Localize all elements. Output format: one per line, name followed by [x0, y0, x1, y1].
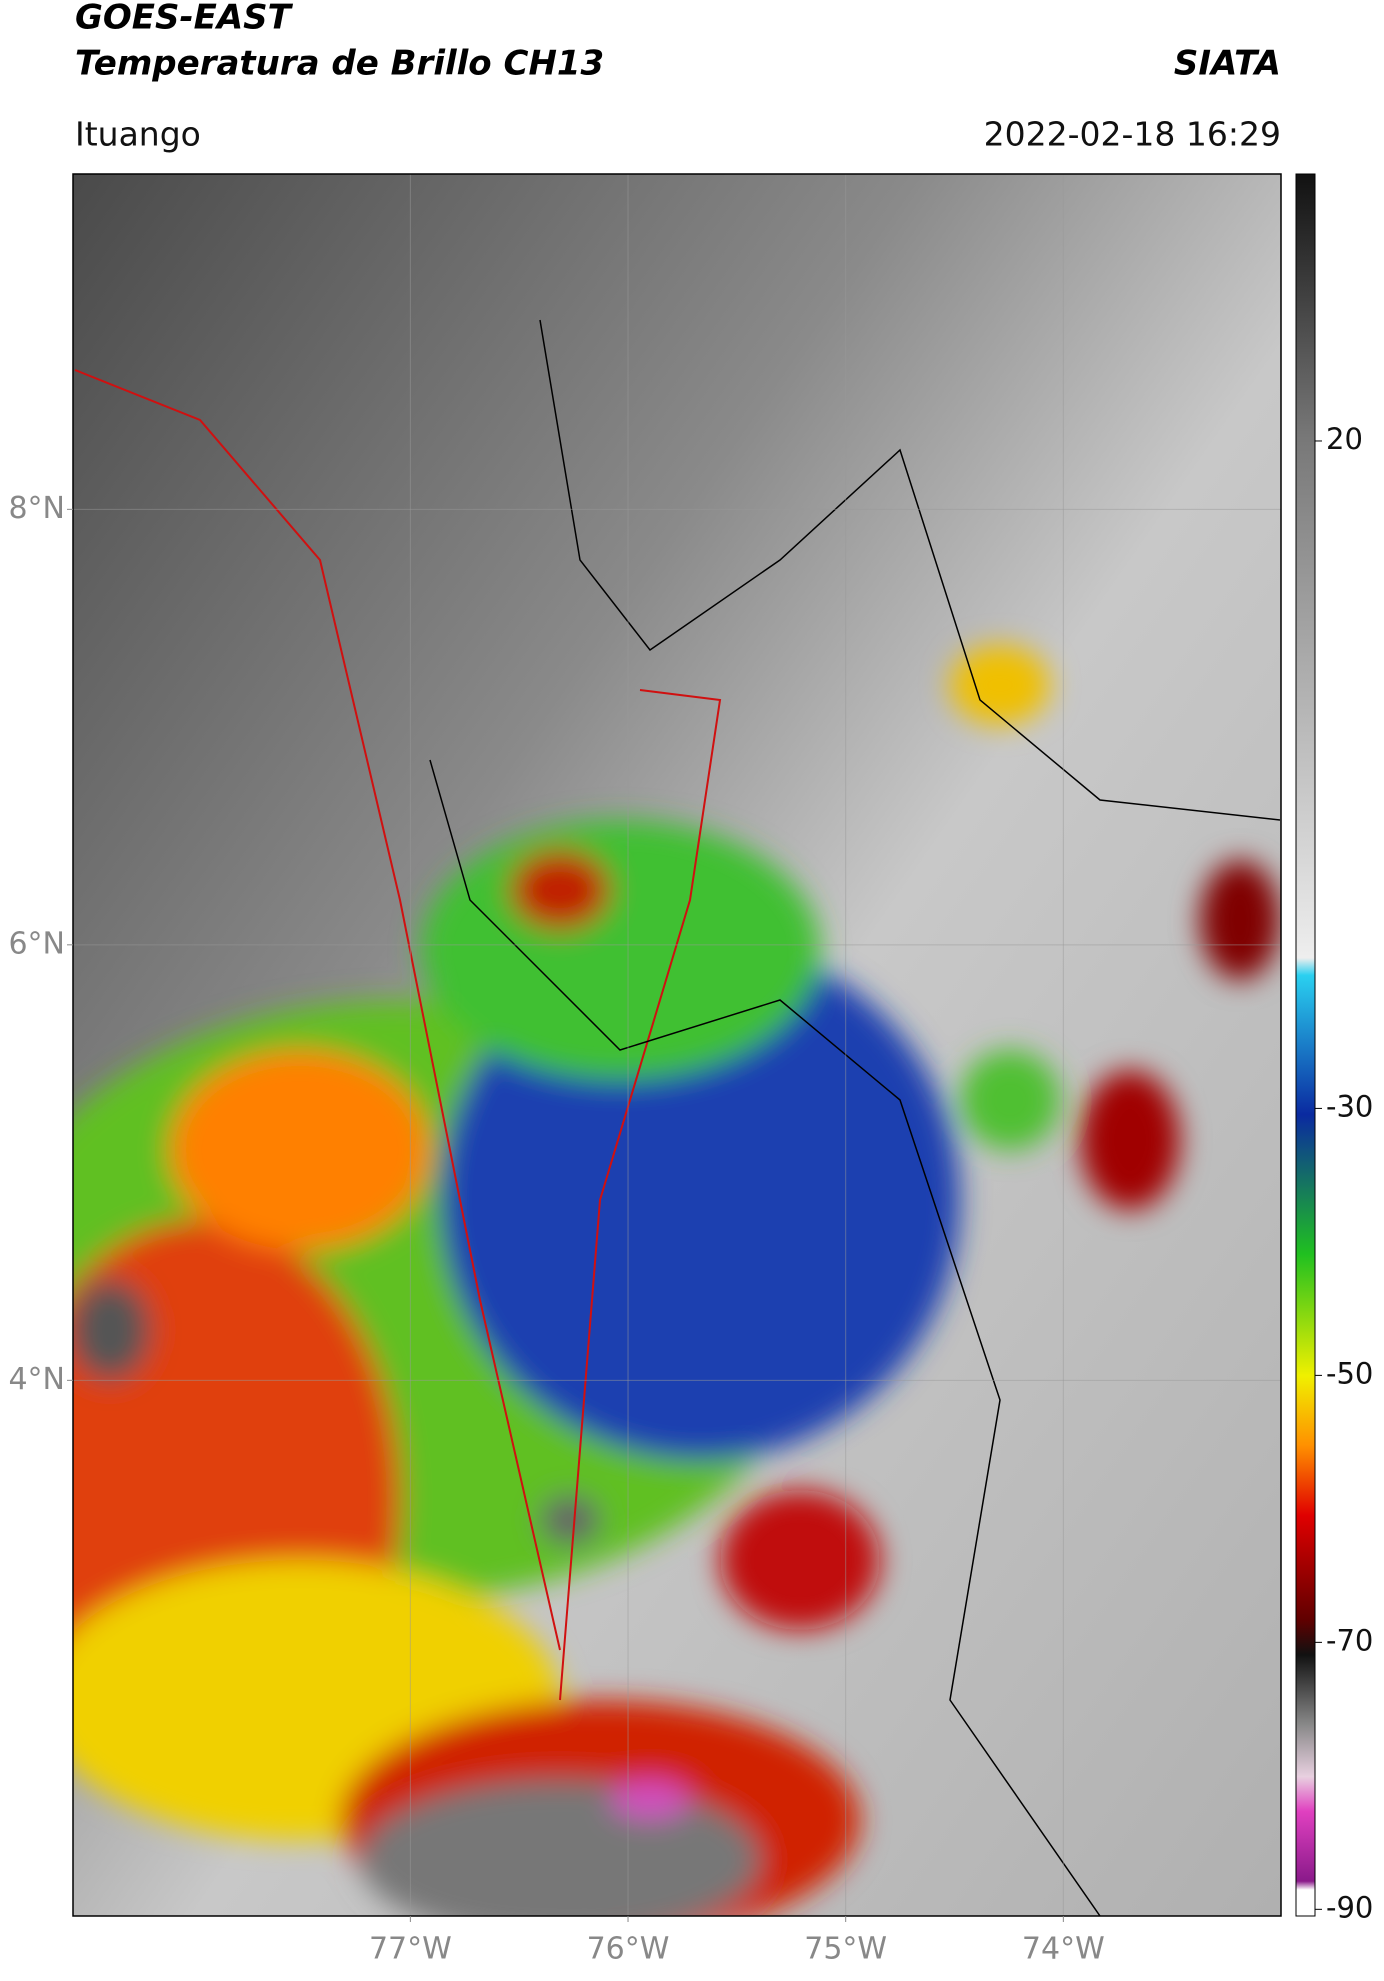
subtitle: Temperatura de Brillo CH13 [75, 44, 604, 84]
location: Ituango [75, 115, 201, 154]
colorbar-tick-label: -30 [1326, 1089, 1373, 1123]
y-tick-label: 6°N [8, 926, 65, 961]
x-tick-label: 75°W [804, 1932, 887, 1967]
colorbar [1295, 173, 1316, 1917]
graticule [73, 174, 1281, 1916]
satellite-image [73, 174, 1281, 1916]
colorbar-tick-label: -90 [1326, 1890, 1373, 1924]
colorbar-tick-label: -70 [1326, 1623, 1373, 1657]
x-tick-label: 77°W [369, 1932, 452, 1967]
timestamp: 2022-02-18 16:29 [984, 115, 1281, 154]
y-tick-label: 4°N [8, 1362, 65, 1397]
x-tick-label: 74°W [1022, 1932, 1105, 1967]
source: SIATA [1174, 44, 1281, 84]
colorbar-tick-label: 20 [1326, 422, 1363, 456]
map-frame [72, 173, 1282, 1917]
x-tick-label: 76°W [587, 1932, 670, 1967]
y-tick-label: 8°N [8, 491, 65, 526]
title: GOES-EAST [75, 0, 294, 38]
colorbar-tick-label: -50 [1326, 1356, 1373, 1390]
